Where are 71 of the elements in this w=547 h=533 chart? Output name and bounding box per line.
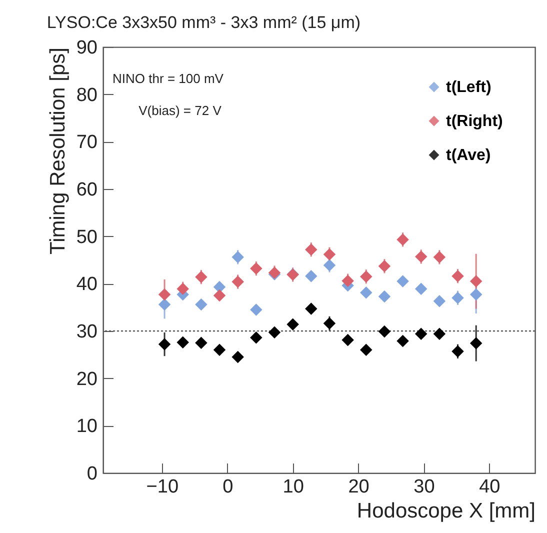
x-tick-label: 10 — [282, 476, 304, 498]
point — [213, 344, 226, 356]
point — [470, 288, 482, 301]
point — [342, 274, 354, 287]
point — [396, 334, 409, 348]
point — [378, 325, 391, 338]
x-tick-label: 30 — [414, 476, 435, 498]
point — [470, 275, 482, 288]
x-tick-label: 20 — [348, 476, 370, 498]
y-tick-label: 50 — [76, 226, 98, 248]
point — [176, 282, 189, 295]
point — [360, 286, 372, 299]
y-tick-label: 0 — [86, 464, 98, 484]
point — [286, 318, 299, 330]
y-tick-label: 90 — [76, 38, 98, 58]
point — [360, 270, 372, 283]
legend-label: t(Left) — [446, 79, 492, 96]
point — [158, 298, 171, 311]
point — [305, 243, 318, 256]
point — [323, 248, 336, 260]
y-tick-label: 20 — [76, 368, 98, 390]
y-tick-label: 60 — [76, 180, 98, 200]
point — [433, 295, 446, 308]
point — [378, 290, 391, 303]
point — [342, 334, 354, 346]
chart-title: LYSO:Ce 3x3x50 mm³ - 3x3 mm² (15 μm) — [46, 13, 361, 32]
point — [250, 304, 262, 316]
point — [213, 289, 226, 302]
x-axis-title: Hodoscope X [mm] — [356, 500, 536, 522]
point — [250, 262, 262, 275]
point — [158, 288, 171, 301]
point — [470, 337, 482, 350]
point — [414, 250, 428, 263]
legend-label: t(Right) — [446, 113, 503, 130]
y-tick-label: 30 — [76, 322, 98, 342]
annotation: V(bias) = 72 V — [138, 103, 222, 118]
point — [414, 282, 428, 295]
point — [452, 270, 464, 282]
point — [195, 270, 208, 284]
point — [195, 336, 208, 349]
point — [232, 251, 244, 264]
y-tick-label: 40 — [76, 274, 98, 296]
y-tick-label: 70 — [76, 132, 98, 154]
point — [323, 317, 336, 330]
point — [176, 336, 189, 348]
point — [414, 328, 428, 340]
y-axis-title: Timing Resolution [ps] — [46, 48, 70, 254]
point — [433, 328, 446, 340]
y-tick-label: 10 — [76, 416, 98, 438]
point — [250, 332, 262, 344]
point — [396, 234, 409, 246]
annotation: NINO thr = 100 mV — [112, 71, 224, 86]
point — [433, 251, 446, 264]
point — [232, 276, 244, 288]
point — [195, 298, 208, 311]
x-tick-label: −10 — [146, 476, 179, 498]
legend-label: t(Ave) — [446, 147, 491, 164]
point — [396, 275, 409, 288]
point — [378, 260, 391, 272]
point — [323, 259, 336, 272]
y-tick-label: 80 — [76, 84, 98, 106]
point — [268, 326, 281, 339]
point — [305, 270, 318, 282]
point — [452, 292, 464, 304]
x-tick-label: 0 — [222, 476, 234, 498]
point — [360, 344, 372, 356]
point — [452, 345, 464, 358]
point — [305, 302, 318, 315]
x-tick-label: 40 — [479, 476, 500, 498]
point — [232, 350, 244, 364]
point — [158, 338, 171, 350]
